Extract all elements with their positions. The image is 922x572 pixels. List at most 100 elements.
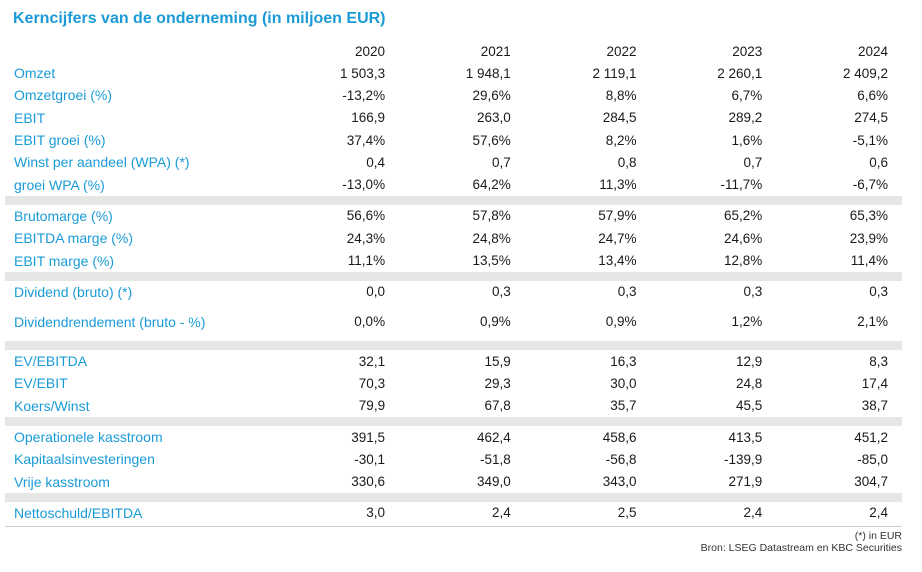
year-header: 2024 — [857, 43, 888, 59]
table-cell: 1 503,3 — [340, 65, 386, 81]
group-separator — [5, 416, 902, 426]
table-cell: 56,6% — [346, 208, 386, 224]
row-label: Dividend (bruto) (*) — [14, 283, 133, 300]
table-cell: -56,8 — [605, 451, 637, 467]
table-cell: 330,6 — [351, 474, 386, 490]
table-cell: 3,0 — [366, 505, 386, 521]
table-cell: 2,4 — [743, 505, 763, 521]
table-cell: 8,8% — [605, 87, 637, 103]
year-header-row: 2020 2021 2022 2023 2024 — [5, 40, 902, 62]
table-cell: 32,1 — [358, 353, 386, 369]
table-cell: 0,0% — [354, 314, 386, 330]
table-cell: -6,7% — [852, 177, 888, 193]
table-cell: 0,3 — [492, 284, 511, 300]
source-line: Bron: LSEG Datastream en KBC Securities — [700, 542, 902, 554]
table-row: Brutomarge (%) 56,6% 57,8% 57,9% 65,2% 65,3% — [5, 205, 902, 227]
separator-band — [5, 416, 902, 426]
separator-band — [5, 271, 902, 281]
table-cell: 289,2 — [728, 110, 763, 126]
table-row: EBIT 166,9 263,0 284,5 289,2 274,5 — [5, 107, 902, 129]
key-figures-table: 2020 2021 2022 2023 2024 Omzet 1 503,3 1 9… — [5, 40, 902, 524]
table-row: groei WPA (%) -13,0% 64,2% 11,3% -11,7% -6,7% — [5, 173, 902, 195]
row-label: Nettoschuld/EBITDA — [14, 504, 143, 521]
table-cell: 0,6 — [869, 154, 888, 170]
table-cell: 24,8% — [472, 230, 511, 246]
table-cell: 37,4% — [346, 132, 386, 148]
table-cell: 24,6% — [723, 230, 763, 246]
table-cell: 65,2% — [723, 208, 763, 224]
row-label: Omzetgroei (%) — [14, 87, 113, 104]
table-cell: 0,4 — [366, 154, 386, 170]
table-cell: 1 948,1 — [465, 65, 511, 81]
row-label: Kapitaalsinvesteringen — [14, 451, 155, 468]
table-cell: 263,0 — [477, 110, 511, 126]
table-body: Omzet 1 503,3 1 948,1 2 119,1 2 260,1 2 409,2… — [5, 62, 902, 524]
table-cell: 57,6% — [472, 132, 511, 148]
row-label: Operationele kasstroom — [14, 429, 163, 445]
row-label: Omzet — [14, 65, 56, 82]
table-cell: -13,2% — [342, 87, 386, 103]
page-title: Kerncijfers van de onderneming (in miljo… — [13, 10, 386, 27]
table-cell: 13,4% — [598, 253, 637, 269]
table-cell: 2,4 — [869, 505, 888, 521]
row-label: Winst per aandeel (WPA) (*) — [14, 154, 190, 171]
table-cell: 284,5 — [602, 110, 637, 126]
table-cell: 0,7 — [492, 154, 511, 170]
table-cell: 304,7 — [854, 474, 888, 490]
table-cell: 79,9 — [358, 398, 386, 414]
separator-band — [5, 492, 902, 502]
table-cell: 8,2% — [605, 132, 637, 148]
table-cell: 413,5 — [728, 429, 763, 445]
table-cell: 2 409,2 — [842, 65, 888, 81]
table-cell: 30,0 — [610, 375, 637, 391]
table-cell: 15,9 — [484, 353, 511, 369]
table-cell: -139,9 — [723, 451, 763, 467]
table-row: Dividendrendement (bruto - %) 0,0% 0,9% 0,9… — [5, 303, 902, 341]
table-row: Nettoschuld/EBITDA 3,0 2,4 2,5 2,4 2,4 — [5, 502, 902, 524]
table-cell: 166,9 — [351, 110, 386, 126]
table-row: Kapitaalsinvesteringen -30,1 -51,8 -56,8 -13… — [5, 448, 902, 470]
separator-band — [5, 340, 902, 350]
group-separator — [5, 195, 902, 205]
row-label: EBIT — [14, 109, 46, 126]
table-cell: 1,2% — [731, 314, 763, 330]
table-cell: 24,3% — [346, 230, 386, 246]
table-cell: 2 260,1 — [717, 65, 763, 81]
table-cell: 0,8 — [617, 154, 637, 170]
table-row: Vrije kasstroom 330,6 349,0 343,0 271,9 304,7 — [5, 470, 902, 492]
row-label: Koers/Winst — [14, 397, 90, 414]
table-cell: 12,9 — [735, 353, 763, 369]
table-cell: -11,7% — [720, 177, 763, 193]
table-cell: 0,9% — [480, 314, 511, 330]
table-row: EBIT marge (%) 11,1% 13,5% 13,4% 12,8% 11,4% — [5, 249, 902, 271]
table-cell: 29,6% — [472, 87, 511, 103]
table-row: Winst per aandeel (WPA) (*) 0,4 0,7 0,8 0,7 0… — [5, 151, 902, 173]
table-cell: 2,5 — [617, 505, 637, 521]
table-cell: 12,8% — [723, 253, 763, 269]
table-row: Dividend (bruto) (*) 0,0 0,3 0,3 0,3 0,3 — [5, 281, 902, 303]
table-cell: 2,1% — [857, 314, 888, 330]
table-cell: 11,4% — [850, 253, 888, 269]
header-blank — [5, 40, 273, 62]
table-cell: 349,0 — [477, 474, 511, 490]
table-cell: 2 119,1 — [592, 65, 637, 81]
table-cell: 23,9% — [849, 230, 888, 246]
footer: (*) in EUR Bron: LSEG Datastream en KBC … — [701, 530, 902, 554]
table-cell: 29,3 — [484, 375, 511, 391]
group-separator — [5, 340, 902, 350]
row-label: EBITDA marge (%) — [14, 230, 134, 247]
table-cell: 1,6% — [731, 132, 763, 148]
row-label: groei WPA (%) — [14, 176, 105, 193]
table-cell: 8,3 — [869, 353, 888, 369]
table-cell: 391,5 — [351, 429, 386, 445]
table-cell: 45,5 — [735, 398, 763, 414]
table-cell: 24,7% — [598, 230, 637, 246]
table-row: EV/EBITDA 32,1 15,9 16,3 12,9 8,3 — [5, 350, 902, 372]
table-bottom-rule — [5, 526, 902, 527]
table-cell: 0,3 — [869, 284, 888, 300]
table-row: EBIT groei (%) 37,4% 57,6% 8,2% 1,6% -5,1% — [5, 129, 902, 151]
table-cell: -30,1 — [354, 451, 386, 467]
row-label: Dividendrendement (bruto - %) — [14, 313, 206, 330]
table-row: Omzet 1 503,3 1 948,1 2 119,1 2 260,1 2 409,2 — [5, 62, 902, 84]
table-cell: 65,3% — [849, 208, 888, 224]
